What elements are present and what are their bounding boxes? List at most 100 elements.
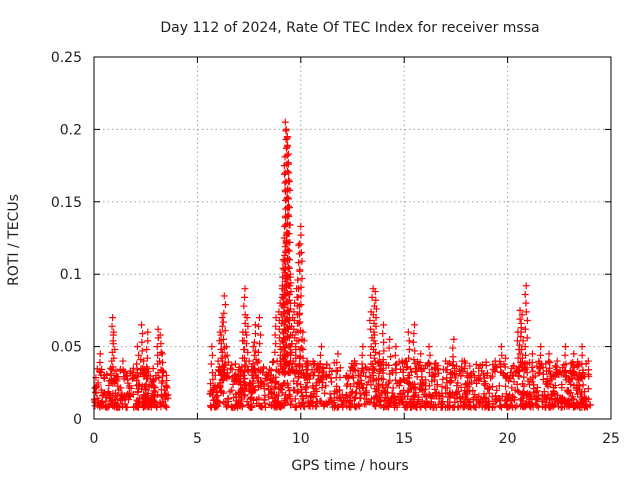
data-point [133, 377, 141, 385]
data-point [303, 357, 311, 365]
data-point [372, 388, 380, 396]
data-point [395, 382, 403, 390]
data-point [281, 370, 289, 378]
data-point [474, 396, 482, 404]
data-point [295, 259, 303, 267]
data-point [578, 343, 586, 351]
data-point [157, 400, 165, 408]
chart-title: Day 112 of 2024, Rate Of TEC Index for r… [160, 20, 539, 36]
data-point [242, 384, 250, 392]
data-point [549, 403, 557, 411]
data-point [466, 362, 474, 370]
data-point [299, 345, 307, 353]
data-point [450, 335, 458, 343]
data-point [408, 368, 416, 376]
data-point [480, 377, 488, 385]
data-point [458, 357, 466, 365]
data-point [317, 360, 325, 368]
data-point [380, 338, 388, 346]
data-point [119, 402, 127, 410]
plot-frame [93, 56, 612, 420]
data-point [218, 314, 226, 322]
data-point [360, 400, 368, 408]
data-point [313, 398, 321, 406]
data-point [222, 360, 230, 368]
data-point [371, 340, 379, 348]
data-point [508, 384, 516, 392]
data-point [317, 343, 325, 351]
data-point [488, 383, 496, 391]
y-tick-label: 0.1 [60, 267, 82, 283]
data-point [545, 350, 553, 358]
data-point [327, 394, 335, 402]
data-point [231, 372, 239, 380]
data-point [396, 378, 404, 386]
data-point [523, 317, 531, 325]
data-point [375, 367, 383, 375]
data-point [522, 351, 530, 359]
data-point [537, 351, 545, 359]
data-point [362, 372, 370, 380]
x-tick-label: 5 [193, 431, 202, 447]
y-tick-label: 0 [73, 412, 82, 428]
data-point [453, 362, 461, 370]
data-point [358, 351, 366, 359]
data-point [314, 376, 322, 384]
data-point [517, 359, 525, 367]
data-point [229, 380, 237, 388]
data-points [90, 118, 594, 411]
data-point [333, 359, 341, 367]
data-point [542, 398, 550, 406]
data-point [578, 360, 586, 368]
data-point [284, 246, 292, 254]
data-point [207, 380, 215, 388]
data-point [305, 375, 313, 383]
data-point [338, 401, 346, 409]
data-point [471, 403, 479, 411]
data-point [244, 322, 252, 330]
data-point [285, 247, 293, 255]
data-point [243, 314, 251, 322]
data-point [107, 377, 115, 385]
data-point [570, 371, 578, 379]
data-point [457, 366, 465, 374]
data-point [371, 288, 379, 296]
data-point [274, 392, 282, 400]
data-point [123, 403, 131, 411]
data-point [323, 360, 331, 368]
data-point [240, 302, 248, 310]
data-point [271, 348, 279, 356]
data-point [491, 367, 499, 375]
data-point [357, 379, 365, 387]
data-point [223, 369, 231, 377]
data-point [502, 354, 510, 362]
data-point [219, 335, 227, 343]
data-point [286, 392, 294, 400]
data-point [254, 348, 262, 356]
data-point [295, 241, 303, 249]
data-point [569, 403, 577, 411]
data-point [522, 282, 530, 290]
data-point [96, 367, 104, 375]
data-point [253, 359, 261, 367]
data-point [284, 141, 292, 149]
data-point [284, 195, 292, 203]
data-point [543, 378, 551, 386]
x-tick-label: 25 [602, 431, 620, 447]
data-point [367, 351, 375, 359]
data-point [143, 372, 151, 380]
data-point [109, 314, 117, 322]
data-point [282, 391, 290, 399]
data-point [244, 366, 252, 374]
data-point [576, 390, 584, 398]
y-tick-label: 0.05 [51, 340, 82, 356]
data-point [501, 372, 509, 380]
data-point [363, 381, 371, 389]
data-point [410, 393, 418, 401]
data-point [442, 366, 450, 374]
data-point [286, 270, 294, 278]
data-point [418, 376, 426, 384]
data-point [244, 401, 252, 409]
data-point [433, 381, 441, 389]
